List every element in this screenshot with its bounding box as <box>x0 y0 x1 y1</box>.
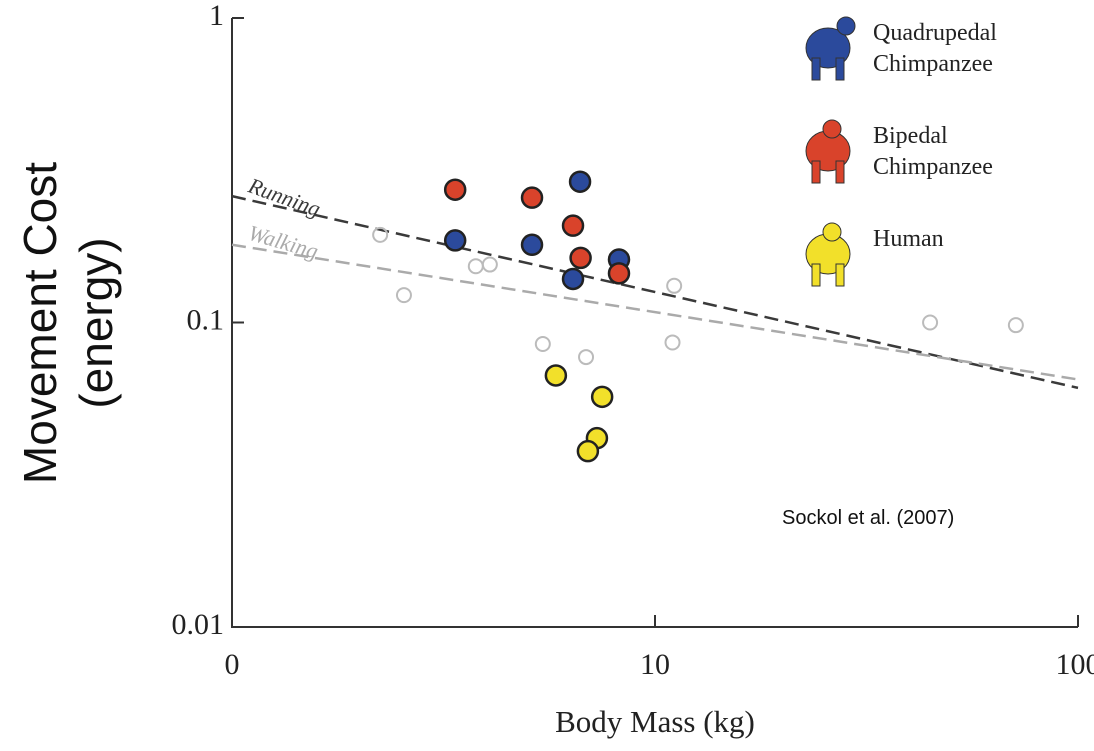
line-label: Walking <box>246 220 321 264</box>
y-tick-label: 0.1 <box>187 303 225 336</box>
data-point <box>561 267 585 291</box>
legend-icon <box>835 263 845 287</box>
trend-line <box>231 243 1079 381</box>
legend-icon <box>811 263 821 287</box>
data-point <box>576 439 600 463</box>
data-point <box>561 214 585 237</box>
x-axis-label: Body Mass (kg) <box>555 704 755 739</box>
legend-icon <box>835 57 845 81</box>
data-point <box>395 287 412 304</box>
legend-icon <box>835 160 845 184</box>
y-tick-label: 1 <box>209 0 224 32</box>
data-point <box>666 277 683 294</box>
x-tick-label: 0 <box>225 648 240 681</box>
legend-label: Bipedal Chimpanzee <box>873 123 993 180</box>
line-label: Running <box>244 172 324 221</box>
data-point <box>481 256 498 273</box>
data-point <box>467 258 484 275</box>
data-point <box>534 335 551 352</box>
data-point <box>443 178 467 201</box>
y-tick-label: 0.01 <box>172 608 225 641</box>
data-point <box>578 349 595 366</box>
data-point <box>590 385 614 409</box>
data-point <box>569 246 592 270</box>
legend-icon <box>822 222 842 242</box>
legend-label: Quadrupedal Chimpanzee <box>873 20 997 77</box>
legend-label: Human <box>873 226 944 252</box>
x-tick-label: 10 <box>640 648 670 681</box>
data-point <box>607 262 631 285</box>
data-point <box>443 229 467 252</box>
data-point <box>1007 317 1024 334</box>
data-point <box>664 334 681 351</box>
data-point <box>568 170 592 193</box>
data-point <box>520 186 544 209</box>
legend-icon <box>836 16 856 36</box>
legend-icon <box>811 57 821 81</box>
trend-line <box>231 194 1079 390</box>
data-point <box>372 226 389 243</box>
legend-icon <box>811 160 821 184</box>
legend-icon <box>822 119 842 139</box>
y-axis-label: Movement Cost (energy) <box>14 161 122 485</box>
x-tick-label: 100 <box>1056 648 1094 681</box>
annotation: Sockol et al. (2007) <box>782 507 955 529</box>
data-point <box>520 233 544 257</box>
data-point <box>922 314 939 331</box>
data-point <box>544 364 568 387</box>
